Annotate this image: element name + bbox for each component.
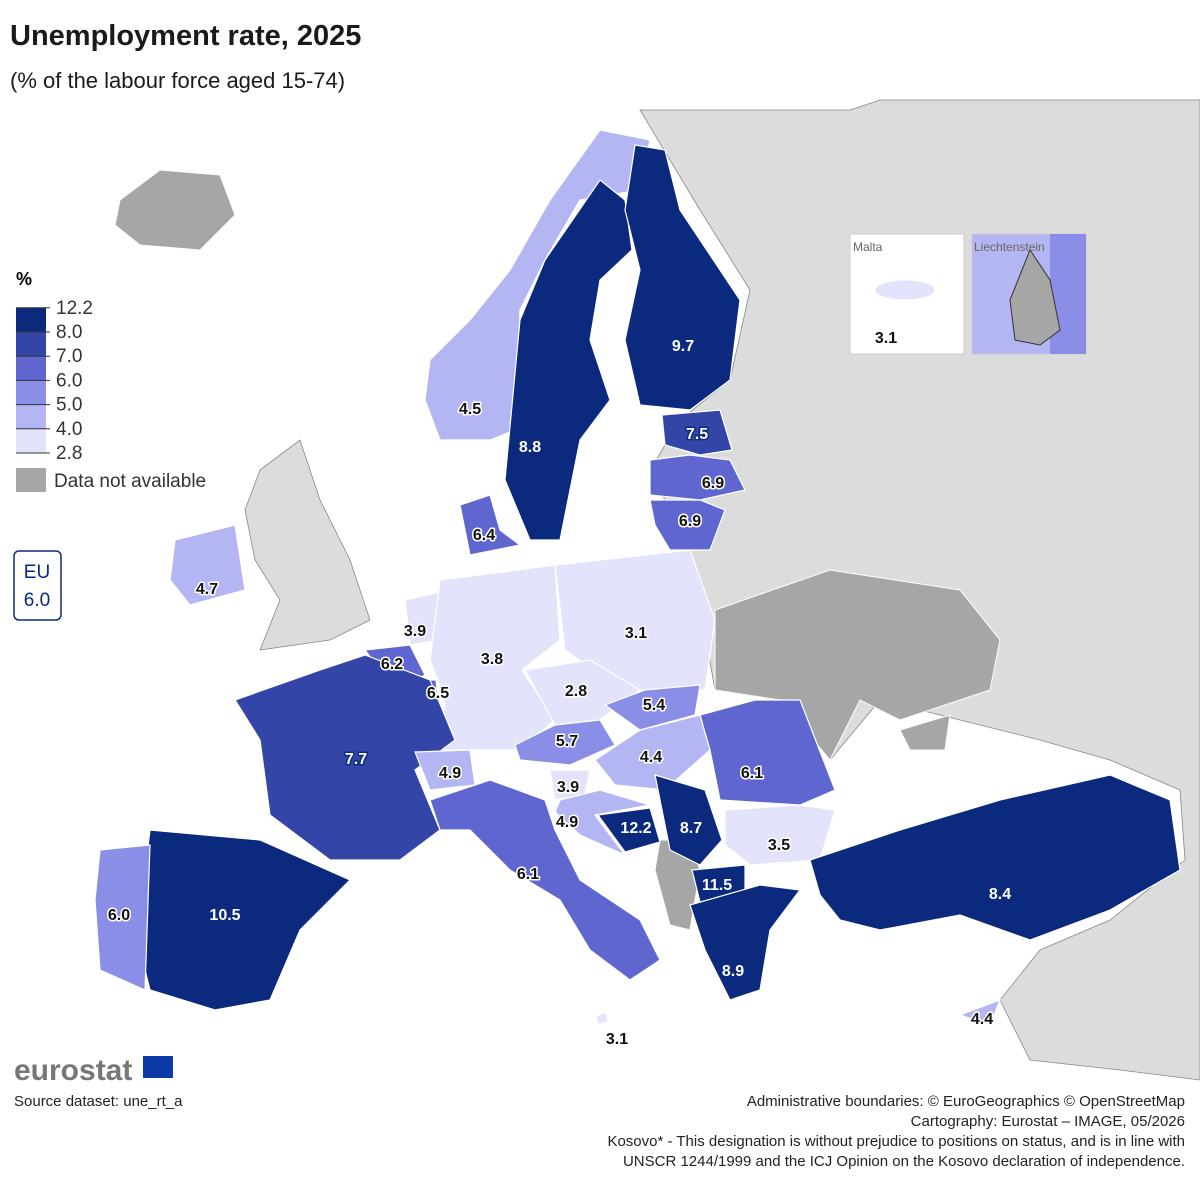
notes: Administrative boundaries: © EuroGeograp… — [607, 1093, 1185, 1170]
legend: % Data not available 2.8 4.0 5.0 6.0 7.0 8.0 1… — [16, 269, 206, 492]
value-label: 10.5 — [209, 907, 240, 924]
region — [624, 144, 741, 411]
value-label: 7.7 — [345, 751, 367, 768]
region — [654, 774, 723, 866]
region — [94, 844, 151, 991]
value-label: 3.5 — [768, 837, 790, 854]
value-label: 8.7 — [680, 820, 702, 837]
legend-label: 12.2 — [56, 298, 93, 319]
value-label: 6.0 — [108, 907, 130, 924]
labels: 4.58.89.77.56.96.96.44.73.96.26.53.83.12… — [106, 337, 1012, 1050]
note: Kosovo* - This designation is without pr… — [607, 1133, 1185, 1150]
region — [424, 129, 651, 441]
value-label: 3.8 — [481, 651, 503, 668]
legend-label: 7.0 — [56, 346, 82, 367]
note: Administrative boundaries: © EuroGeograp… — [747, 1093, 1185, 1110]
legend-label: 4.0 — [56, 419, 82, 440]
value-label: 9.7 — [672, 338, 694, 355]
eu-flag — [143, 1056, 173, 1078]
region — [514, 719, 616, 766]
value-label: 3.1 — [606, 1031, 628, 1048]
value-label: 4.4 — [640, 749, 662, 766]
region — [661, 409, 733, 456]
eu-value: 6.0 — [24, 590, 50, 611]
legend-label: 8.0 — [56, 322, 82, 343]
land-na — [114, 169, 236, 251]
value-label: 4.5 — [459, 401, 481, 418]
value-label: 6.1 — [741, 765, 763, 782]
value-label: 8.9 — [722, 963, 744, 980]
legend-swatch — [16, 428, 46, 453]
value-label: 11.5 — [702, 877, 732, 894]
legend-label: Data not available — [54, 471, 206, 492]
value-label: 8.8 — [519, 439, 541, 456]
region — [649, 454, 746, 501]
value-label: 4.9 — [439, 765, 461, 782]
region — [689, 884, 802, 1001]
land-other — [244, 439, 371, 651]
value-label: 4.7 — [196, 581, 218, 598]
value-label: 2.8 — [565, 683, 587, 700]
region — [169, 524, 246, 606]
land-na — [714, 569, 1001, 761]
value-label: 5.7 — [556, 733, 578, 750]
region — [699, 699, 836, 806]
source: Source dataset: une_rt_a — [14, 1093, 183, 1110]
value-label: 4.4 — [971, 1011, 993, 1028]
value-label: 12.2 — [620, 820, 651, 837]
legend-swatch — [16, 404, 46, 429]
legend-title: % — [16, 269, 32, 289]
inset-value: 3.1 — [875, 330, 897, 347]
value-label: 6.9 — [702, 475, 724, 492]
value-label: 6.5 — [427, 685, 449, 702]
legend-swatch — [16, 307, 46, 332]
subtitle: (% of the labour force aged 15-74) — [10, 68, 345, 93]
region — [459, 494, 522, 556]
legend-label: 5.0 — [56, 395, 82, 416]
region — [234, 654, 456, 861]
title: Unemployment rate, 2025 — [10, 20, 361, 52]
value-label: 6.9 — [679, 513, 701, 530]
region — [504, 179, 633, 541]
region — [724, 804, 836, 866]
value-label: 4.9 — [556, 814, 578, 831]
regions — [94, 129, 1181, 1026]
region — [429, 779, 661, 981]
value-label: 6.1 — [517, 866, 539, 883]
legend-label: 2.8 — [56, 443, 82, 464]
inset-region — [874, 279, 936, 301]
inset-neighbour — [1050, 234, 1086, 354]
inset-title: Liechtenstein — [974, 240, 1045, 254]
region — [603, 684, 701, 731]
region — [649, 499, 726, 551]
eu-box — [13, 550, 62, 621]
region — [596, 807, 661, 853]
region — [809, 774, 1181, 941]
note: Cartography: Eurostat – IMAGE, 05/2026 — [911, 1113, 1185, 1130]
logo: eurostat — [14, 1054, 132, 1087]
inset-title: Malta — [853, 240, 883, 254]
value-label: 3.1 — [625, 625, 647, 642]
region — [595, 1011, 609, 1025]
legend-label: 6.0 — [56, 370, 82, 391]
inset-region — [1009, 248, 1061, 346]
value-label: 3.9 — [404, 623, 426, 640]
legend-swatch — [16, 380, 46, 405]
value-label: 6.2 — [381, 656, 403, 673]
legend-swatch — [16, 332, 46, 357]
value-label: 3.9 — [557, 779, 579, 796]
legend-swatch — [16, 356, 46, 381]
land-na — [899, 714, 951, 751]
value-label: 7.5 — [686, 426, 708, 443]
value-label: 6.4 — [473, 527, 495, 544]
region — [958, 998, 1002, 1026]
region — [554, 789, 651, 857]
value-label: 8.4 — [989, 886, 1011, 903]
note: UNSCR 1244/1999 and the ICJ Opinion on t… — [623, 1153, 1185, 1170]
legend-swatch — [16, 468, 46, 492]
eu-label: EU — [24, 562, 50, 583]
value-label: 5.4 — [643, 697, 665, 714]
